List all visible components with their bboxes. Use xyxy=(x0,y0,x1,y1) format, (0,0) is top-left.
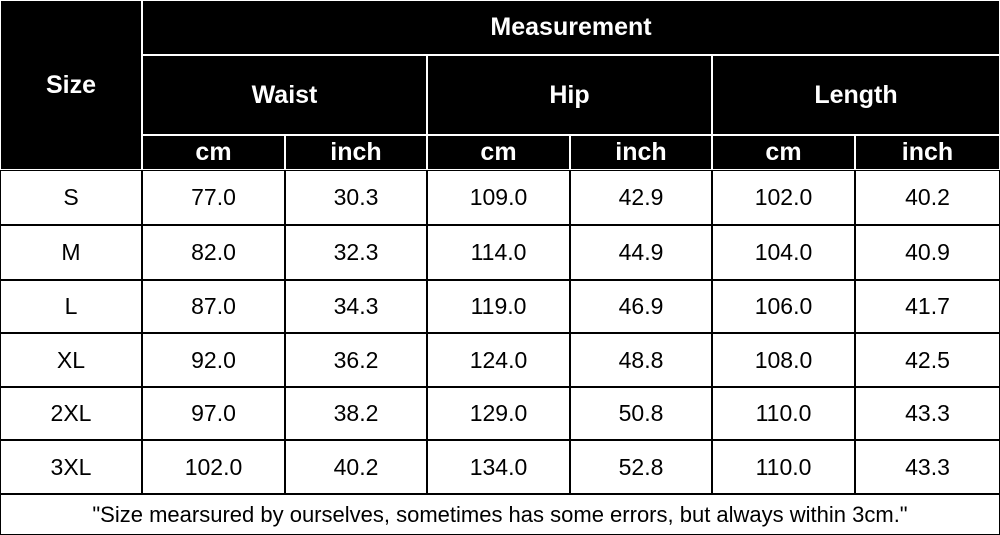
value-cell: 108.0 xyxy=(712,333,855,387)
unit-header: inch xyxy=(855,135,1000,170)
value-cell: 40.2 xyxy=(855,170,1000,225)
value-cell: 43.3 xyxy=(855,440,1000,494)
value-cell: 87.0 xyxy=(142,280,285,333)
value-cell: 102.0 xyxy=(712,170,855,225)
value-cell: 97.0 xyxy=(142,387,285,440)
value-cell: 43.3 xyxy=(855,387,1000,440)
unit-header: cm xyxy=(142,135,285,170)
value-cell: 32.3 xyxy=(285,225,427,280)
value-cell: 46.9 xyxy=(570,280,712,333)
group-header: Waist xyxy=(142,55,427,135)
unit-header: cm xyxy=(427,135,570,170)
value-cell: 92.0 xyxy=(142,333,285,387)
value-cell: 48.8 xyxy=(570,333,712,387)
size-cell: XL xyxy=(0,333,142,387)
unit-header: inch xyxy=(285,135,427,170)
value-cell: 40.9 xyxy=(855,225,1000,280)
value-cell: 114.0 xyxy=(427,225,570,280)
value-cell: 42.9 xyxy=(570,170,712,225)
footnote: "Size mearsured by ourselves, sometimes … xyxy=(0,494,1000,535)
unit-header: inch xyxy=(570,135,712,170)
size-cell: L xyxy=(0,280,142,333)
value-cell: 50.8 xyxy=(570,387,712,440)
value-cell: 77.0 xyxy=(142,170,285,225)
group-header: Hip xyxy=(427,55,712,135)
value-cell: 110.0 xyxy=(712,440,855,494)
value-cell: 52.8 xyxy=(570,440,712,494)
value-cell: 134.0 xyxy=(427,440,570,494)
group-header: Length xyxy=(712,55,1000,135)
unit-header: cm xyxy=(712,135,855,170)
size-cell: 3XL xyxy=(0,440,142,494)
value-cell: 119.0 xyxy=(427,280,570,333)
value-cell: 41.7 xyxy=(855,280,1000,333)
value-cell: 38.2 xyxy=(285,387,427,440)
value-cell: 34.3 xyxy=(285,280,427,333)
value-cell: 40.2 xyxy=(285,440,427,494)
value-cell: 109.0 xyxy=(427,170,570,225)
measurement-header: Measurement xyxy=(142,0,1000,55)
size-header: Size xyxy=(0,0,142,170)
value-cell: 124.0 xyxy=(427,333,570,387)
value-cell: 102.0 xyxy=(142,440,285,494)
size-cell: S xyxy=(0,170,142,225)
value-cell: 110.0 xyxy=(712,387,855,440)
value-cell: 30.3 xyxy=(285,170,427,225)
value-cell: 82.0 xyxy=(142,225,285,280)
value-cell: 42.5 xyxy=(855,333,1000,387)
size-cell: M xyxy=(0,225,142,280)
value-cell: 104.0 xyxy=(712,225,855,280)
value-cell: 44.9 xyxy=(570,225,712,280)
size-cell: 2XL xyxy=(0,387,142,440)
value-cell: 106.0 xyxy=(712,280,855,333)
value-cell: 129.0 xyxy=(427,387,570,440)
value-cell: 36.2 xyxy=(285,333,427,387)
